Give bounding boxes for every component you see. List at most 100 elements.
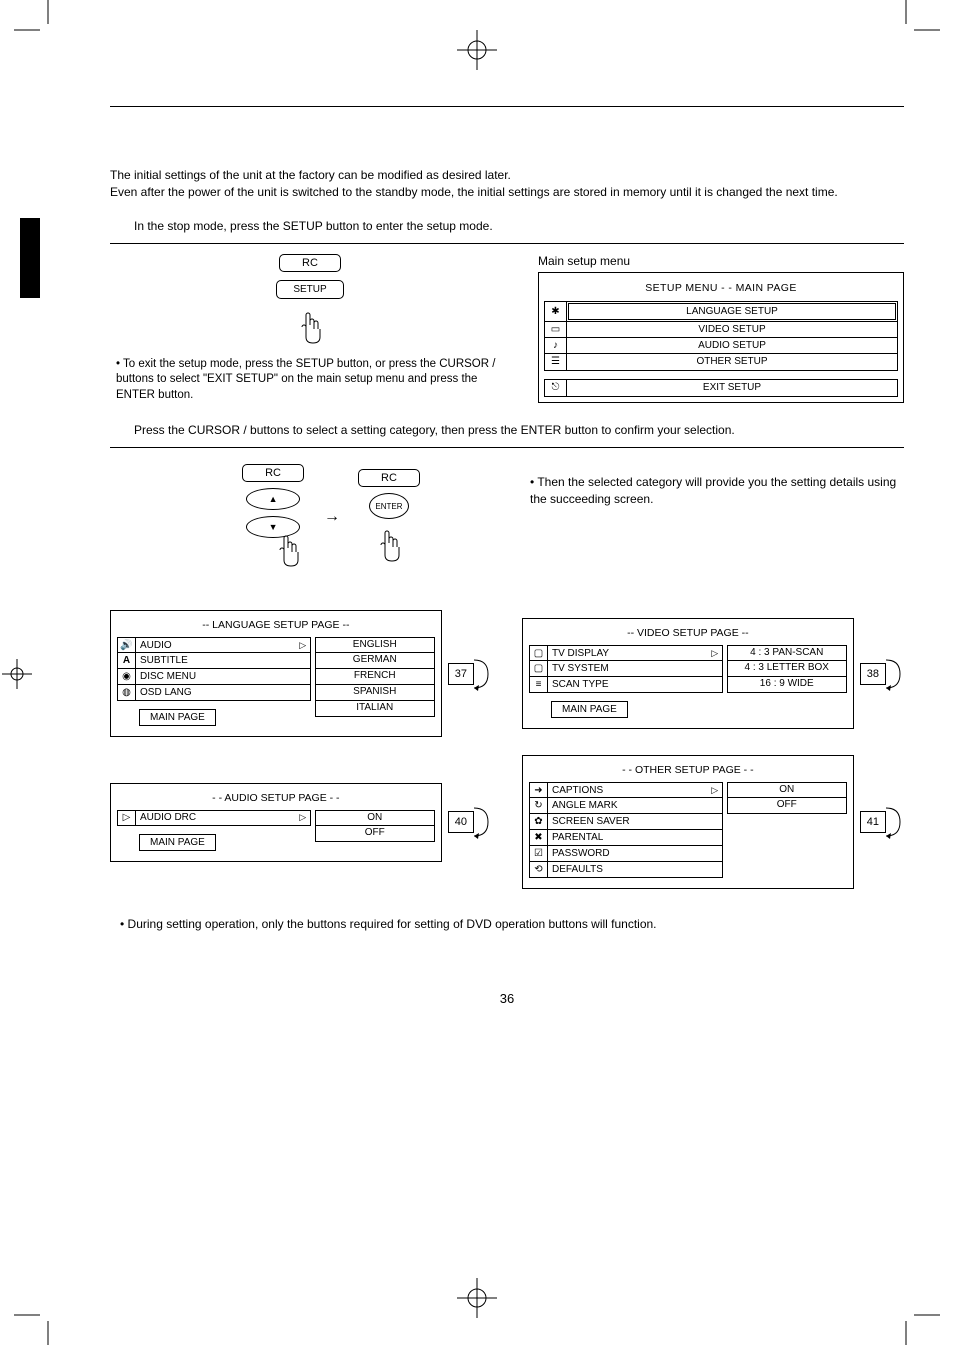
main-menu-title: SETUP MENU - - MAIN PAGE [544, 278, 898, 298]
chevron-right-icon: ▷ [708, 785, 722, 796]
intro-text: The initial settings of the unit at the … [110, 167, 904, 201]
enter-button: ENTER [369, 493, 409, 519]
main-page-button: MAIN PAGE [139, 834, 216, 851]
opt-angle-mark: ↻ANGLE MARK [529, 798, 723, 814]
page-ref-37: 37 [448, 654, 492, 694]
opt-tv-display: ▢TV DISPLAY▷ [529, 645, 723, 661]
crop-mark-tr [900, 0, 940, 40]
opt-disc-menu: ◉DISC MENU [117, 669, 311, 685]
video-icon: ▭ [551, 324, 560, 335]
val-on: ON [315, 810, 435, 826]
main-menu-label: Main setup menu [538, 254, 904, 268]
tv-icon: ▢ [534, 663, 543, 674]
opt-subtitle: ASUBTITLE [117, 653, 311, 669]
opt-captions: ➜CAPTIONS▷ [529, 782, 723, 798]
crop-mark-br [900, 1305, 940, 1345]
chevron-right-icon: ▷ [708, 648, 722, 659]
val-spanish: SPANISH [315, 685, 435, 701]
chevron-right-icon: ▷ [296, 640, 310, 651]
val-off: OFF [315, 826, 435, 842]
exit-setup-note: • To exit the setup mode, press the SETU… [110, 357, 510, 404]
opt-tv-system: ▢TV SYSTEM [529, 661, 723, 677]
page-ref-40: 40 [448, 802, 492, 842]
setup-button: SETUP [276, 280, 343, 299]
language-icon: ✱ [551, 306, 559, 317]
divider [110, 243, 904, 244]
audio-icon: ♪ [553, 340, 558, 351]
scan-icon: ≡ [536, 679, 542, 690]
panel-title: - - OTHER SETUP PAGE - - [529, 760, 847, 782]
rc-label: RC [279, 254, 341, 272]
panel-title: -- LANGUAGE SETUP PAGE -- [117, 615, 435, 637]
page-ref-arrow-icon [886, 802, 904, 842]
opt-password: ☑PASSWORD [529, 846, 723, 862]
speaker-icon: 🔊 [120, 640, 132, 651]
main-page-button: MAIN PAGE [139, 709, 216, 726]
panel-title: -- VIDEO SETUP PAGE -- [529, 623, 847, 645]
password-icon: ☑ [534, 848, 543, 859]
opt-defaults: ⟲DEFAULTS [529, 862, 723, 878]
menu-item-video: ▭ VIDEO SETUP [545, 322, 897, 338]
registration-mark-left [2, 659, 32, 689]
hand-pointer-icon [292, 307, 328, 347]
hand-pointer-icon [270, 530, 306, 570]
disc-icon: ◉ [122, 671, 131, 682]
angle-icon: ↻ [534, 800, 542, 811]
page-ref-38: 38 [860, 654, 904, 694]
crop-mark-bl [14, 1305, 54, 1345]
opt-parental: ✖PARENTAL [529, 830, 723, 846]
opt-audio: 🔊AUDIO▷ [117, 637, 311, 653]
intro-line-2: Even after the power of the unit is swit… [110, 184, 904, 201]
step-2: Press the CURSOR / buttons to select a s… [134, 423, 904, 437]
cursor-up-button: ▲ [246, 488, 300, 510]
audio-setup-panel: - - AUDIO SETUP PAGE - - ▷AUDIO DRC▷ MAI… [110, 783, 442, 862]
defaults-icon: ⟲ [534, 864, 542, 875]
opt-audio-drc: ▷AUDIO DRC▷ [117, 810, 311, 826]
step-2-note: • Then the selected category will provid… [530, 474, 904, 508]
val-french: FRENCH [315, 669, 435, 685]
page-ref-arrow-icon [474, 802, 492, 842]
other-icon: ☰ [551, 356, 560, 367]
val-on: ON [727, 782, 847, 798]
saver-icon: ✿ [534, 816, 542, 827]
section-tab [20, 218, 40, 298]
rc-label: RC [242, 464, 304, 482]
val-off: OFF [727, 798, 847, 814]
divider [110, 447, 904, 448]
opt-screen-saver: ✿SCREEN SAVER [529, 814, 723, 830]
tv-icon: ▢ [534, 648, 543, 659]
page-ref-arrow-icon [886, 654, 904, 694]
panel-title: - - AUDIO SETUP PAGE - - [117, 788, 435, 810]
parental-icon: ✖ [534, 832, 542, 843]
val-letterbox: 4 : 3 LETTER BOX [727, 661, 847, 677]
opt-scan-type: ≡SCAN TYPE [529, 677, 723, 693]
footer-note: • During setting operation, only the but… [120, 917, 904, 931]
intro-line-1: The initial settings of the unit at the … [110, 167, 904, 184]
opt-osd-lang: ◍OSD LANG [117, 685, 311, 701]
menu-item-audio: ♪ AUDIO SETUP [545, 338, 897, 354]
main-setup-menu: SETUP MENU - - MAIN PAGE ✱ LANGUAGE SETU… [538, 272, 904, 403]
step-1: In the stop mode, press the SETUP button… [134, 219, 904, 233]
menu-item-language: ✱ LANGUAGE SETUP [545, 302, 897, 322]
page-ref-41: 41 [860, 802, 904, 842]
other-setup-panel: - - OTHER SETUP PAGE - - ➜CAPTIONS▷ ↻ANG… [522, 755, 854, 889]
val-german: GERMAN [315, 653, 435, 669]
crop-mark-tl [14, 0, 54, 40]
drc-icon: ▷ [123, 812, 131, 823]
val-wide: 16 : 9 WIDE [727, 677, 847, 693]
registration-mark-bottom [457, 1278, 497, 1318]
chevron-right-icon: ▷ [296, 812, 310, 823]
hand-pointer-icon [371, 525, 407, 565]
menu-item-other: ☰ OTHER SETUP [545, 354, 897, 370]
registration-mark-top [457, 30, 497, 70]
page-ref-arrow-icon [474, 654, 492, 694]
divider [110, 106, 904, 107]
globe-icon: ◍ [122, 687, 131, 698]
val-italian: ITALIAN [315, 701, 435, 717]
language-setup-panel: -- LANGUAGE SETUP PAGE -- 🔊AUDIO▷ ASUBTI… [110, 610, 442, 737]
captions-icon: ➜ [534, 785, 542, 796]
exit-icon: ⎋ [552, 382, 560, 393]
menu-item-exit: ⎋ EXIT SETUP [545, 380, 897, 396]
page-number: 36 [110, 991, 904, 1006]
subtitle-icon: A [123, 655, 130, 666]
